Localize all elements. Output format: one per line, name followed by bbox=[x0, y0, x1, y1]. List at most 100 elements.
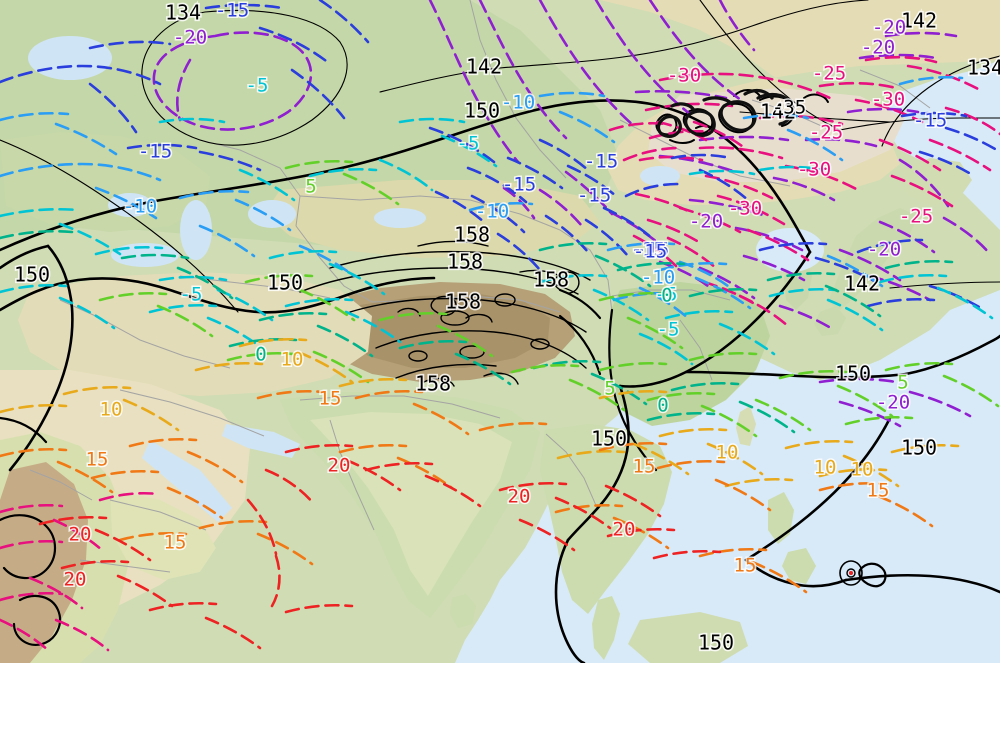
isotherm-plus5 bbox=[98, 159, 1000, 438]
pacific-closed-low bbox=[839, 560, 863, 586]
isotherm-label: -20 bbox=[872, 17, 906, 39]
isotherm-minus35-core bbox=[656, 88, 794, 138]
height-contour-label: 150 bbox=[901, 436, 937, 460]
ethiopian-highlands bbox=[0, 462, 88, 663]
isotherm-minus5 bbox=[0, 117, 994, 366]
height-contour-label: 158 bbox=[533, 268, 569, 292]
isotherm-label: -15 bbox=[913, 110, 947, 132]
height-contour-label: 134 bbox=[165, 1, 201, 25]
isotherm-label: 0 bbox=[661, 285, 672, 307]
india-deccan bbox=[310, 412, 512, 596]
isotherm-label: -15 bbox=[138, 141, 172, 163]
isotherm-label: -30 bbox=[871, 89, 905, 111]
height-contour-layer bbox=[0, 0, 1000, 663]
japan-kyushu bbox=[814, 306, 846, 336]
isotherm-label: -20 bbox=[173, 27, 207, 49]
taiwan bbox=[736, 406, 756, 446]
landmass-layer bbox=[0, 0, 1000, 663]
isotherm-label: -10 bbox=[475, 201, 509, 223]
isotherm-plus20 bbox=[38, 443, 722, 650]
isotherm-label: 5 bbox=[305, 176, 316, 198]
footer-bar: Height/Temp. 850 hPa [gdmp][°C] GFS Th 0… bbox=[0, 663, 1000, 733]
isotherm-label: -5 bbox=[457, 133, 480, 155]
sri-lanka bbox=[450, 594, 476, 628]
red-sea bbox=[142, 440, 232, 522]
height-contour-142-c bbox=[839, 117, 1000, 131]
isotherm-minus10 bbox=[0, 75, 964, 320]
isotherm-label: 20 bbox=[613, 519, 636, 541]
height-contour-150-sea-a bbox=[566, 384, 630, 542]
isotherm-label: -25 bbox=[899, 206, 933, 228]
height-contour-label: 150 bbox=[835, 362, 871, 386]
isotherm-label: 10 bbox=[716, 442, 739, 464]
isotherm-label: 5 bbox=[897, 372, 908, 394]
isotherm-label: -30 bbox=[797, 159, 831, 181]
height-contour-150-ethiopia bbox=[0, 514, 57, 580]
height-contour-label: 150 bbox=[464, 99, 500, 123]
height-contour-label: 142 bbox=[844, 272, 880, 296]
malay-peninsula bbox=[592, 596, 620, 660]
isotherm-label: 20 bbox=[508, 486, 531, 508]
borneo bbox=[628, 612, 748, 663]
height-contour-label: 158 bbox=[445, 290, 481, 314]
isotherm-label: 15 bbox=[319, 388, 342, 410]
height-contour-150-mideast bbox=[0, 276, 436, 314]
height-contour-label: 150 bbox=[267, 271, 303, 295]
isotherm-label: 20 bbox=[64, 569, 87, 591]
isotherm-label: -5 bbox=[180, 284, 203, 306]
isotherm-minus25-minus30 bbox=[608, 55, 1000, 328]
lake-baikal bbox=[640, 166, 680, 186]
height-contour-label: 142 bbox=[466, 55, 502, 79]
isotherm-label: 10 bbox=[851, 459, 874, 481]
isotherm-plus25 bbox=[0, 491, 160, 652]
isotherm-label: 20 bbox=[69, 524, 92, 546]
isotherm-label: 15 bbox=[164, 532, 187, 554]
height-contour-134-b bbox=[881, 55, 1000, 147]
height-contour-label: 150 bbox=[591, 427, 627, 451]
height-contour-label: 158 bbox=[454, 223, 490, 247]
caspian-sea bbox=[180, 200, 212, 260]
isotherm-label: -5 bbox=[657, 319, 680, 341]
height-contour-150-phil-a bbox=[744, 416, 892, 562]
height-contour-150-echina bbox=[618, 250, 812, 388]
isotherm-label: -5 bbox=[246, 75, 269, 97]
height-contour-150-china-inland bbox=[608, 308, 658, 472]
height-contour-142-d bbox=[739, 111, 891, 123]
isotherm-layer bbox=[0, 0, 1000, 652]
isotherm-label: 15 bbox=[633, 456, 656, 478]
isotherm-label: 15 bbox=[86, 449, 109, 471]
isotherm-label: 10 bbox=[814, 457, 837, 479]
isotherm-label: -5 bbox=[655, 284, 678, 306]
height-contour-150-china-n bbox=[558, 288, 602, 320]
height-contour-150-phil-c bbox=[844, 573, 1000, 594]
isotherm-label: -10 bbox=[123, 196, 157, 218]
japan-honshu bbox=[828, 208, 918, 310]
height-contour-label: 150 bbox=[14, 263, 50, 287]
height-contour-150-west bbox=[0, 244, 50, 270]
lake-ladoga bbox=[28, 36, 112, 80]
height-contour-150-africa bbox=[0, 416, 48, 444]
isotherm-label: 5 bbox=[604, 378, 615, 400]
isotherm-label: -15 bbox=[584, 151, 618, 173]
isotherm-label: -10 bbox=[501, 92, 535, 114]
height-contour-label: 158 bbox=[447, 250, 483, 274]
height-contour-158-closed bbox=[408, 293, 550, 362]
isotherm-plus10 bbox=[0, 337, 960, 488]
isotherm-label: 10 bbox=[100, 399, 123, 421]
map-panel[interactable]: 134 134 142 142 142 142 150 150 150 150 150 150 150 1… bbox=[0, 0, 1000, 663]
isotherm-label: 10 bbox=[281, 349, 304, 371]
isotherm-label: 15 bbox=[734, 555, 757, 577]
isotherm-label: -30 bbox=[728, 198, 762, 220]
aral-sea bbox=[248, 200, 296, 228]
isotherm-minus15 bbox=[0, 0, 1000, 312]
persian-gulf bbox=[222, 424, 300, 458]
isotherm-label: 15 bbox=[867, 480, 890, 502]
isotherm-label: 0 bbox=[657, 395, 668, 417]
philippines-mindanao bbox=[782, 548, 816, 584]
isotherm-label: -15 bbox=[635, 239, 669, 261]
isotherm-label: 20 bbox=[328, 455, 351, 477]
height-contour-150-ethiopia-b bbox=[12, 594, 62, 646]
